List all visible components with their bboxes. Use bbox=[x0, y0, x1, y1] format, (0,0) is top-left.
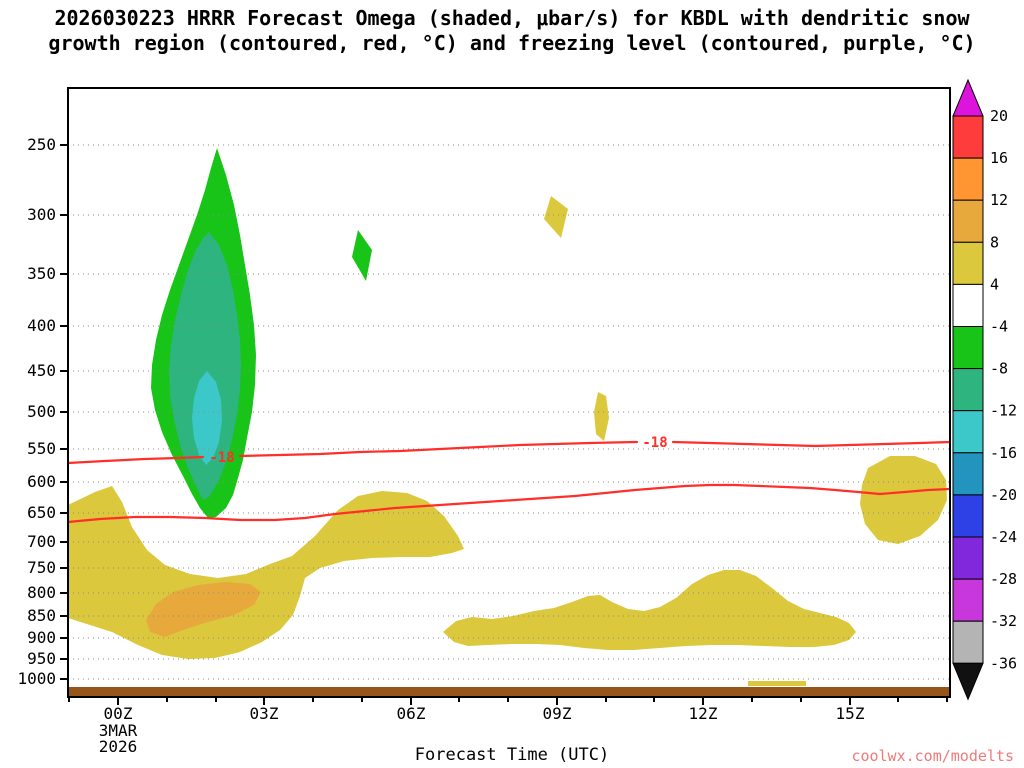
shaded-region-orange-core bbox=[146, 582, 261, 637]
time-label-12Z: 12Z bbox=[689, 704, 718, 723]
x-axis-title: Forecast Time (UTC) bbox=[414, 745, 610, 765]
pressure-gridlines bbox=[68, 144, 950, 680]
colorbar-label--16: -16 bbox=[990, 444, 1017, 462]
omega-colorbar: 20 16 12 8 4 -4 -8 -12 -16 -20 -24 -28 -32 -36 bbox=[952, 78, 1017, 701]
terrain-fill bbox=[68, 687, 950, 698]
pressure-label-250: 250 bbox=[27, 135, 56, 154]
pressure-label-350: 350 bbox=[27, 264, 56, 283]
pressure-label-750: 750 bbox=[27, 558, 56, 577]
shaded-region-green-small-05z bbox=[352, 230, 372, 281]
contour-line-dgz-lower bbox=[66, 483, 952, 524]
pressure-label-950: 950 bbox=[27, 649, 56, 668]
colorbar-label-12: 12 bbox=[990, 191, 1008, 209]
shaded-region-seagreen-inner bbox=[169, 232, 241, 500]
colorbar-band-1 bbox=[952, 157, 984, 201]
contour-label-0: -18 bbox=[209, 450, 234, 466]
pressure-label-900: 900 bbox=[27, 628, 56, 647]
pressure-label-550: 550 bbox=[27, 439, 56, 458]
contour-line-dgz-upper-c bbox=[671, 440, 952, 448]
colorbar-under-arrow bbox=[952, 662, 984, 701]
colorbar-band-2 bbox=[952, 199, 984, 243]
pressure-label-850: 850 bbox=[27, 606, 56, 625]
time-label-09Z: 09Z bbox=[543, 704, 572, 723]
colorbar-band-4 bbox=[952, 283, 984, 327]
colorbar-band-12 bbox=[952, 620, 984, 664]
pressure-label-300: 300 bbox=[27, 205, 56, 224]
colorbar-band-11 bbox=[952, 578, 984, 622]
colorbar-label-8: 8 bbox=[990, 233, 999, 251]
colorbar-band-5 bbox=[952, 326, 984, 370]
shaded-region-yellow-lowlevel-main bbox=[68, 486, 464, 659]
colorbar-band-7 bbox=[952, 410, 984, 454]
contour-line-dgz-upper-b bbox=[238, 440, 639, 458]
run-date-label: 3MAR bbox=[98, 721, 138, 740]
colorbar-label--32: -32 bbox=[990, 612, 1017, 630]
chart-title-line2: growth region (contoured, red, °C) and f… bbox=[48, 31, 976, 55]
colorbar-over-arrow bbox=[952, 78, 984, 117]
shaded-omega-regions bbox=[68, 148, 947, 686]
pressure-label-700: 700 bbox=[27, 532, 56, 551]
shaded-region-cyan-core bbox=[192, 371, 222, 465]
time-label-06Z: 06Z bbox=[397, 704, 426, 723]
contour-label-1: -18 bbox=[642, 435, 667, 451]
colorbar-label--12: -12 bbox=[990, 402, 1017, 420]
colorbar-label--28: -28 bbox=[990, 570, 1017, 588]
terrain-bar bbox=[68, 687, 950, 698]
colorbar-label--8: -8 bbox=[990, 360, 1008, 378]
pressure-label-500: 500 bbox=[27, 402, 56, 421]
colorbar-label-20: 20 bbox=[990, 107, 1008, 125]
colorbar-label-4: 4 bbox=[990, 275, 999, 293]
colorbar-label--4: -4 bbox=[990, 318, 1008, 336]
colorbar-band-3 bbox=[952, 241, 984, 285]
run-year-label: 2026 bbox=[98, 737, 138, 756]
pressure-label-450: 450 bbox=[27, 361, 56, 380]
colorbar-band-6 bbox=[952, 368, 984, 412]
time-label-03Z: 03Z bbox=[250, 704, 279, 723]
colorbar-band-0 bbox=[952, 115, 984, 159]
time-label-15Z: 15Z bbox=[836, 704, 865, 723]
shaded-region-yellow-band-right-low bbox=[443, 570, 856, 650]
pressure-label-650: 650 bbox=[27, 503, 56, 522]
shaded-region-yellow-diamond-09z bbox=[544, 196, 568, 238]
shaded-region-yellow-sliver-10z bbox=[594, 392, 609, 441]
dgz-contours: -18 -18 bbox=[66, 435, 952, 524]
colorbar-band-10 bbox=[952, 536, 984, 580]
colorbar-band-9 bbox=[952, 494, 984, 538]
axes-ticks-labels: 250 300 350 400 450 500 550 600 650 700 750 800 850 9… bbox=[17, 135, 948, 723]
shaded-region-yellow-blob-16z bbox=[860, 456, 947, 544]
pressure-label-600: 600 bbox=[27, 472, 56, 491]
pressure-label-1000: 1000 bbox=[17, 669, 56, 688]
time-label-00Z: 00Z bbox=[104, 704, 133, 723]
colorbar-label-16: 16 bbox=[990, 149, 1008, 167]
pressure-label-800: 800 bbox=[27, 583, 56, 602]
chart-title-line1: 2026030223 HRRR Forecast Omega (shaded, … bbox=[54, 6, 970, 30]
colorbar-band-8 bbox=[952, 452, 984, 496]
pressure-label-400: 400 bbox=[27, 316, 56, 335]
colorbar-label--24: -24 bbox=[990, 528, 1017, 546]
colorbar-label--20: -20 bbox=[990, 486, 1017, 504]
contour-line-dgz-upper-a bbox=[66, 455, 205, 465]
watermark-link[interactable]: coolwx.com/modelts bbox=[851, 747, 1014, 765]
shaded-region-yellow-sliver-surface bbox=[748, 681, 806, 686]
colorbar-label--36: -36 bbox=[990, 654, 1017, 672]
